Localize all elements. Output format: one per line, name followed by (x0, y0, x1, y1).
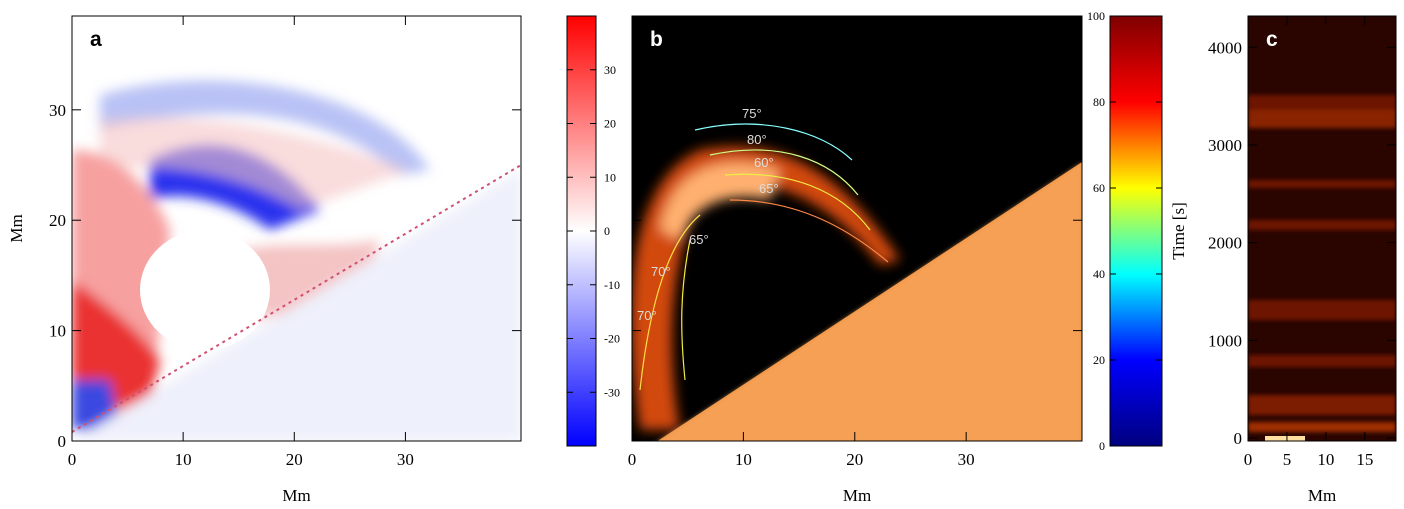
axes: 0 10 20 30 0 10 20 30 Mm Mm a 0 10 20 30 Mm b 75° 80° 60° 65… (7, 9, 1397, 505)
colorbar-tick-label: -30 (604, 385, 620, 399)
colorbar-tick-label: 0 (604, 224, 610, 238)
x-tick-label: 10 (1317, 450, 1334, 469)
y-tick-label: 1000 (1208, 331, 1242, 350)
angle-label: 70° (637, 308, 657, 323)
colorbar (1109, 15, 1163, 447)
y-axis-label: Mm (7, 214, 26, 242)
colorbar-label: Time [s] (1169, 202, 1188, 259)
x-tick-label: 10 (175, 450, 192, 469)
colorbar-tick-label: 0 (1099, 439, 1105, 453)
colorbar-tick-label: 10 (604, 170, 616, 184)
time-distance (1248, 16, 1396, 441)
x-tick-label: 15 (1356, 450, 1373, 469)
panel-label: b (650, 28, 663, 51)
y-tick-label: 0 (1234, 429, 1243, 448)
x-tick-label: 0 (68, 450, 77, 469)
panel-label: a (90, 28, 102, 51)
x-tick-label: 0 (1244, 450, 1253, 469)
x-axis-label: Mm (282, 486, 310, 504)
x-tick-label: 0 (628, 450, 637, 469)
angle-label: 80° (747, 132, 767, 147)
angle-label: 60° (754, 155, 774, 170)
x-tick-label: 30 (397, 450, 414, 469)
x-tick-label: 20 (846, 450, 863, 469)
x-axis-label: Mm (1308, 486, 1336, 504)
velocity-map (72, 16, 521, 441)
angle-label: 65° (689, 232, 709, 247)
colorbar-tick-label: -20 (604, 332, 620, 346)
colorbar-tick-label: 40 (1093, 267, 1105, 281)
frame (1247, 15, 1397, 442)
colorbar-tick-label: 30 (604, 63, 616, 77)
y-tick-label: 2000 (1208, 234, 1242, 253)
angle-label: 65° (759, 181, 779, 196)
x-tick-label: 20 (286, 450, 303, 469)
colorbar-tick-label: 100 (1087, 9, 1105, 23)
frame (71, 15, 522, 442)
intensity-image (632, 16, 1082, 441)
colorbar-tick-label: 80 (1093, 95, 1105, 109)
angle-label: 75° (742, 106, 762, 121)
y-tick-label: 20 (49, 211, 66, 230)
colorbar-tick-label: 60 (1093, 181, 1105, 195)
colorbar-tick-label: 20 (604, 117, 616, 131)
y-tick-label: 0 (58, 432, 67, 451)
panel-label: c (1266, 28, 1278, 51)
y-tick-label: 4000 (1208, 38, 1242, 57)
angle-label: 70° (651, 264, 671, 279)
x-axis-label: Mm (843, 486, 871, 504)
y-tick-label: 30 (49, 101, 66, 120)
y-tick-label: 10 (49, 322, 66, 341)
colorbar-tick-label: 20 (1093, 353, 1105, 367)
x-tick-label: 30 (958, 450, 975, 469)
x-tick-label: 5 (1283, 450, 1292, 469)
x-tick-label: 10 (735, 450, 752, 469)
frame (631, 15, 1083, 442)
colorbar-tick-label: -10 (604, 278, 620, 292)
y-tick-label: 3000 (1208, 136, 1242, 155)
